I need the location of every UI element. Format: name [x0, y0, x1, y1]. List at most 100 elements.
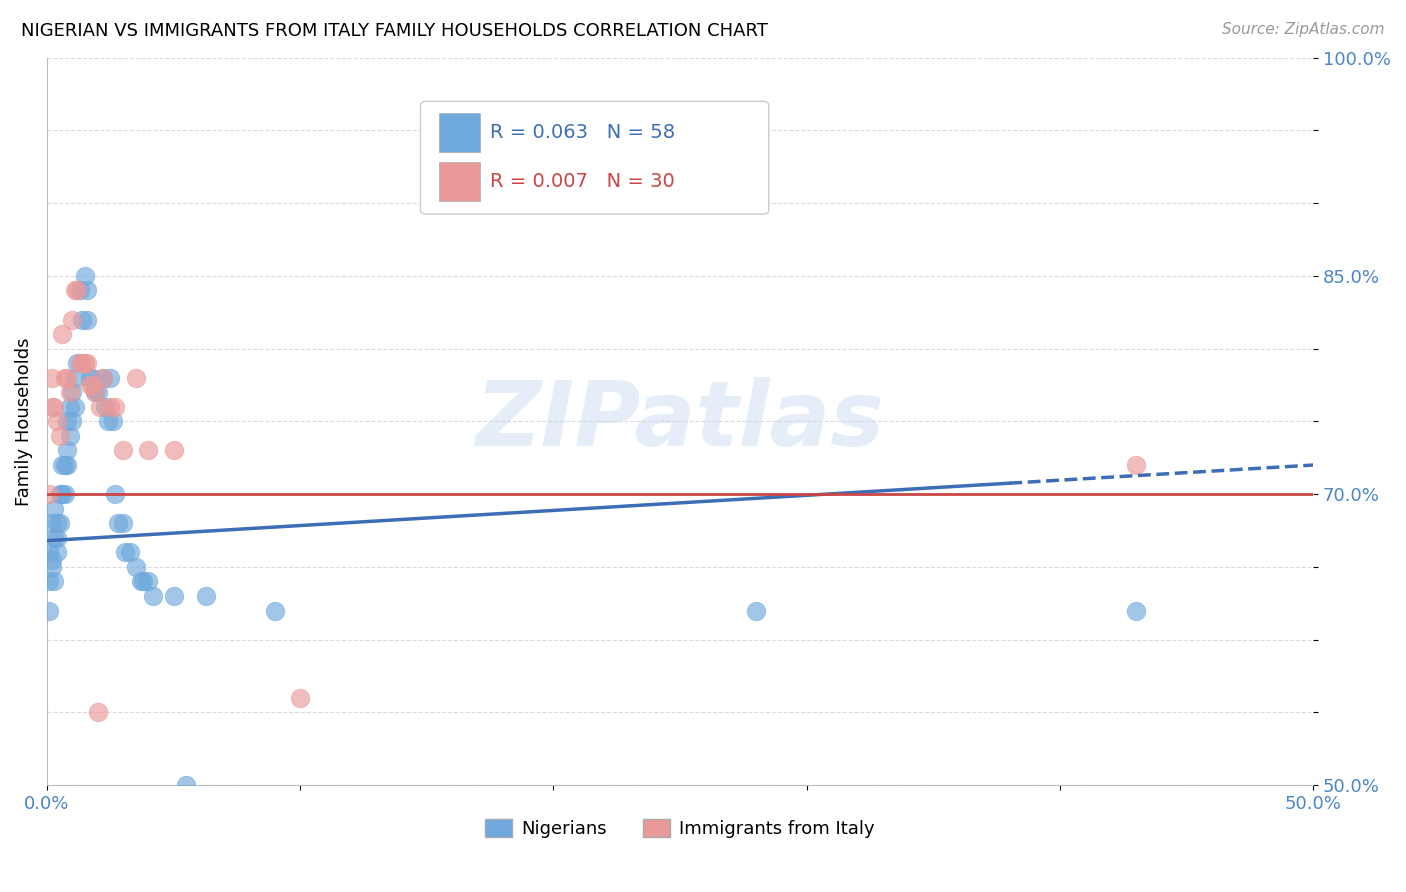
Point [48, 429, 70, 443]
Point [76, 284, 98, 298]
Point [162, 443, 184, 458]
Point [41, 516, 63, 531]
Point [46, 531, 69, 545]
Point [44, 400, 66, 414]
Point [86, 706, 108, 720]
Point [60, 312, 83, 326]
Point [288, 690, 311, 705]
Point [63, 370, 86, 384]
Point [66, 356, 89, 370]
Point [46, 414, 69, 428]
Point [101, 414, 124, 428]
Point [63, 284, 86, 298]
FancyBboxPatch shape [440, 113, 479, 152]
Point [60, 414, 83, 428]
Point [86, 385, 108, 400]
Point [38, 603, 60, 617]
Point [124, 560, 146, 574]
Point [46, 545, 69, 559]
Point [111, 443, 134, 458]
Point [97, 414, 120, 428]
Point [48, 487, 70, 501]
Point [114, 545, 136, 559]
Point [56, 458, 79, 472]
Point [111, 822, 134, 836]
Text: R = 0.007   N = 30: R = 0.007 N = 30 [491, 172, 675, 191]
Point [38, 487, 60, 501]
Legend: Nigerians, Immigrants from Italy: Nigerians, Immigrants from Italy [478, 812, 882, 846]
Point [117, 807, 139, 822]
Point [84, 385, 107, 400]
Point [76, 312, 98, 326]
Point [56, 414, 79, 428]
Point [76, 356, 98, 370]
Point [59, 429, 82, 443]
Point [48, 516, 70, 531]
Point [46, 516, 69, 531]
Point [53, 370, 76, 384]
Point [129, 574, 152, 589]
Point [51, 458, 73, 472]
Text: NIGERIAN VS IMMIGRANTS FROM ITALY FAMILY HOUSEHOLDS CORRELATION CHART: NIGERIAN VS IMMIGRANTS FROM ITALY FAMILY… [21, 22, 768, 40]
Point [120, 545, 142, 559]
Point [82, 370, 104, 384]
Point [38, 545, 60, 559]
Point [53, 487, 76, 501]
Text: R = 0.063   N = 58: R = 0.063 N = 58 [491, 123, 675, 142]
Point [132, 574, 155, 589]
Point [44, 574, 66, 589]
Text: ZIPatlas: ZIPatlas [475, 377, 884, 466]
Point [56, 443, 79, 458]
Point [41, 560, 63, 574]
Point [136, 574, 159, 589]
Point [73, 356, 96, 370]
Point [84, 385, 107, 400]
Point [72, 312, 94, 326]
Point [66, 284, 89, 298]
Point [72, 356, 94, 370]
Point [162, 589, 184, 603]
Point [60, 385, 83, 400]
Point [1125, 458, 1147, 472]
Point [104, 400, 127, 414]
Point [91, 370, 114, 384]
Point [136, 443, 159, 458]
Point [745, 603, 768, 617]
Point [59, 385, 82, 400]
Point [111, 516, 134, 531]
Point [104, 487, 127, 501]
Point [94, 400, 117, 414]
Point [41, 552, 63, 566]
Point [132, 865, 155, 880]
Point [82, 378, 104, 392]
Text: Source: ZipAtlas.com: Source: ZipAtlas.com [1222, 22, 1385, 37]
Point [73, 268, 96, 283]
Point [91, 370, 114, 384]
FancyBboxPatch shape [420, 102, 769, 214]
FancyBboxPatch shape [440, 162, 479, 201]
Point [79, 378, 101, 392]
Point [69, 284, 91, 298]
Point [124, 370, 146, 384]
Point [56, 370, 79, 384]
Point [69, 356, 91, 370]
Point [89, 400, 111, 414]
Point [79, 370, 101, 384]
Point [263, 603, 285, 617]
Y-axis label: Family Households: Family Households [15, 337, 32, 506]
Point [98, 400, 121, 414]
Point [63, 400, 86, 414]
Point [59, 400, 82, 414]
Point [51, 487, 73, 501]
Point [41, 400, 63, 414]
Point [142, 589, 165, 603]
Point [174, 778, 197, 792]
Point [38, 574, 60, 589]
Point [98, 370, 121, 384]
Point [107, 516, 129, 531]
Point [51, 327, 73, 342]
Point [195, 589, 218, 603]
Point [44, 531, 66, 545]
Point [41, 370, 63, 384]
Point [53, 458, 76, 472]
